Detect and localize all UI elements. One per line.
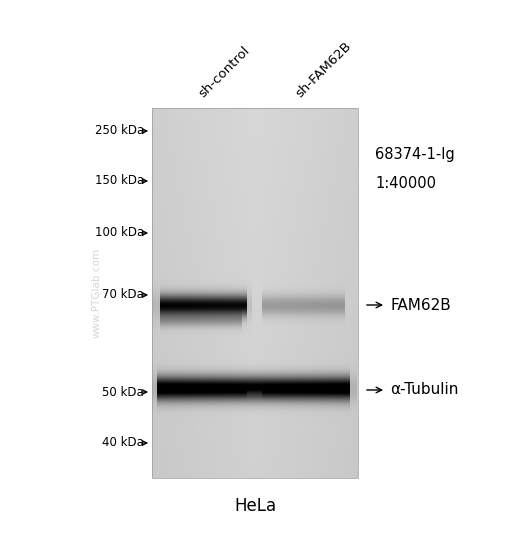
Text: 40 kDa: 40 kDa — [102, 436, 144, 450]
Text: sh-FAM62B: sh-FAM62B — [293, 39, 354, 100]
Text: 1:40000: 1:40000 — [375, 175, 436, 190]
Text: 150 kDa: 150 kDa — [95, 175, 144, 188]
Text: 70 kDa: 70 kDa — [102, 288, 144, 301]
Text: sh-control: sh-control — [197, 44, 253, 100]
Text: 250 kDa: 250 kDa — [95, 124, 144, 138]
Text: HeLa: HeLa — [234, 497, 276, 515]
Text: FAM62B: FAM62B — [390, 297, 451, 312]
Text: www.PTGlab.com: www.PTGlab.com — [92, 248, 102, 338]
Bar — [152, 108, 358, 478]
Text: 50 kDa: 50 kDa — [102, 385, 144, 399]
Text: α-Tubulin: α-Tubulin — [390, 382, 458, 398]
Text: 68374-1-Ig: 68374-1-Ig — [375, 147, 455, 162]
Text: 100 kDa: 100 kDa — [95, 226, 144, 240]
